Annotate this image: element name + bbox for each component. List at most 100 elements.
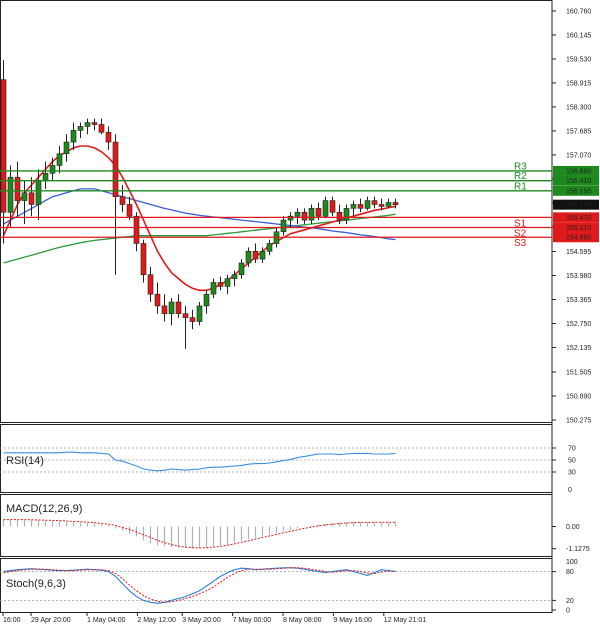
candle bbox=[210, 278, 217, 299]
price-tick-label: 160.145 bbox=[566, 32, 591, 39]
candle-body bbox=[322, 200, 329, 217]
price-tick-label: 150.275 bbox=[566, 418, 591, 425]
candle-body bbox=[238, 262, 245, 275]
candle bbox=[301, 208, 308, 224]
candle-body bbox=[287, 215, 294, 221]
level-price-box-s1 bbox=[553, 212, 599, 223]
candle-body bbox=[336, 211, 343, 221]
stoch-tick-label: 0 bbox=[566, 608, 570, 615]
candle bbox=[168, 298, 175, 326]
candle bbox=[266, 239, 273, 256]
candle bbox=[182, 305, 189, 349]
candle-body bbox=[245, 250, 252, 264]
rsi-tick-label: 30 bbox=[568, 470, 576, 477]
candle bbox=[49, 157, 56, 182]
candle bbox=[252, 243, 259, 263]
price-tick-label: 153.980 bbox=[566, 273, 591, 280]
rsi-bottom-label: 0 bbox=[568, 487, 572, 494]
candle bbox=[175, 294, 182, 318]
candle-body bbox=[56, 153, 63, 166]
candle-body bbox=[308, 208, 315, 221]
level-name-r2: R2 bbox=[514, 171, 527, 182]
candle bbox=[91, 118, 98, 131]
candle-body bbox=[231, 274, 238, 279]
macd-title: MACD(12,26,9) bbox=[6, 503, 82, 515]
level-price-label-r1: 156.150 bbox=[566, 188, 591, 195]
candle bbox=[140, 239, 147, 283]
candle bbox=[392, 198, 399, 209]
rsi-tick-label: 70 bbox=[568, 446, 576, 453]
candle bbox=[385, 198, 392, 209]
price-tick-label: 158.915 bbox=[566, 80, 591, 87]
level-name-s2: S2 bbox=[514, 228, 527, 239]
candle-body bbox=[70, 130, 77, 143]
candle-body bbox=[126, 204, 133, 217]
candle bbox=[231, 270, 238, 287]
ma-blue-line bbox=[3, 188, 396, 241]
macd-tick-label: 0.00 bbox=[566, 524, 580, 531]
time-tick-label: 7 May 00:00 bbox=[233, 617, 272, 624]
candle-body bbox=[119, 196, 126, 205]
level-name-r3: R3 bbox=[514, 161, 527, 172]
candle-body bbox=[294, 211, 301, 217]
candle bbox=[259, 247, 266, 263]
price-tick-label: 151.505 bbox=[566, 370, 591, 377]
candle-body bbox=[252, 250, 259, 260]
level-price-box-r3 bbox=[553, 165, 599, 176]
price-tick-label: 159.530 bbox=[566, 56, 591, 63]
candle bbox=[133, 212, 140, 252]
candle bbox=[203, 290, 210, 314]
candle-body bbox=[224, 278, 231, 287]
candle-body bbox=[21, 192, 28, 201]
candle bbox=[119, 184, 126, 213]
candle-body bbox=[182, 313, 189, 318]
candle bbox=[196, 302, 203, 326]
candle bbox=[77, 122, 84, 139]
level-price-label-s1: 155.470 bbox=[566, 215, 591, 222]
candle bbox=[112, 134, 119, 275]
candle-body bbox=[0, 79, 7, 213]
candle-body bbox=[203, 293, 210, 307]
candle-body bbox=[371, 200, 378, 205]
candle-body bbox=[84, 122, 91, 127]
time-tick-label: 12 May 21:01 bbox=[384, 617, 427, 624]
price-tick-label: 152.750 bbox=[566, 321, 591, 328]
level-price-label-s3: 154.960 bbox=[566, 235, 591, 242]
candle bbox=[56, 145, 63, 174]
macd-tick-label: -1.1275 bbox=[566, 546, 590, 553]
candle bbox=[217, 276, 224, 291]
time-tick-label: 2 May 12:00 bbox=[137, 617, 176, 624]
candle bbox=[105, 126, 112, 150]
candle bbox=[294, 208, 301, 224]
candle-body bbox=[175, 301, 182, 315]
level-price-label-r3: 156.660 bbox=[566, 168, 591, 175]
level-price-label-r2: 156.410 bbox=[566, 178, 591, 185]
price-tick-label: 160.760 bbox=[566, 9, 591, 16]
current-price-box bbox=[553, 199, 599, 210]
candle-body bbox=[28, 192, 35, 205]
candle-body bbox=[42, 172, 49, 182]
level-name-s3: S3 bbox=[514, 238, 527, 249]
candle bbox=[224, 274, 231, 295]
price-tick-label: 157.070 bbox=[566, 152, 591, 159]
candle bbox=[287, 212, 294, 228]
candle-body bbox=[217, 282, 224, 287]
time-tick-label: 3 May 20:00 bbox=[182, 617, 221, 624]
candle bbox=[147, 266, 154, 303]
level-price-box-r1 bbox=[553, 185, 599, 196]
candle bbox=[357, 198, 364, 213]
level-price-label-s2: 155.210 bbox=[566, 225, 591, 232]
candle-body bbox=[196, 305, 203, 322]
candle bbox=[161, 294, 168, 322]
candle bbox=[350, 200, 357, 217]
candle-body bbox=[49, 165, 56, 174]
candle bbox=[336, 204, 343, 224]
candle-body bbox=[133, 215, 140, 244]
candle bbox=[63, 134, 70, 162]
candle-body bbox=[329, 200, 336, 213]
candle bbox=[28, 177, 35, 217]
candle bbox=[245, 247, 252, 267]
time-tick-label: 16:00 bbox=[3, 617, 21, 624]
candle-body bbox=[161, 305, 168, 315]
